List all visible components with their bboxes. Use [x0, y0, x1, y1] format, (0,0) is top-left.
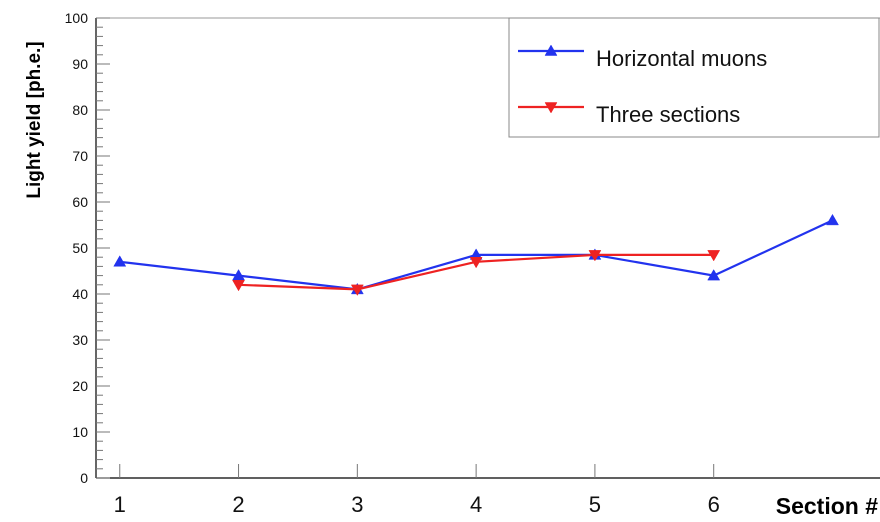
- y-tick-label: 70: [72, 148, 88, 164]
- legend-item: Horizontal muons: [518, 44, 767, 71]
- y-axis-title: Light yield [ph.e.]: [24, 41, 45, 198]
- y-tick-label: 30: [72, 332, 88, 348]
- data-point-triangle-down: [707, 250, 721, 262]
- data-point-triangle-down: [544, 102, 558, 114]
- y-tick-label: 20: [72, 378, 88, 394]
- data-point-triangle-up: [544, 44, 558, 56]
- y-tick-label: 50: [72, 240, 88, 256]
- x-tick-label: 2: [232, 492, 244, 517]
- series-2: [232, 250, 721, 296]
- y-tick-label: 0: [80, 470, 88, 486]
- legend-label: Horizontal muons: [596, 46, 767, 71]
- data-point-triangle-down: [350, 284, 364, 296]
- x-tick-label: 3: [351, 492, 363, 517]
- data-point-triangle-down: [469, 257, 483, 269]
- y-axis-ticks: 0 10 20 30 40 50 60 70 80 90 100: [65, 10, 110, 486]
- x-tick-label: 5: [589, 492, 601, 517]
- y-tick-label: 10: [72, 424, 88, 440]
- data-point-triangle-down: [232, 280, 245, 292]
- x-tick-label: 6: [708, 492, 720, 517]
- legend: Horizontal muons Three sections: [508, 17, 880, 138]
- y-tick-label: 90: [72, 56, 88, 72]
- y-tick-label: 40: [72, 286, 88, 302]
- legend-box: [508, 17, 880, 138]
- x-axis-title: Section #: [776, 493, 878, 519]
- legend-items: Horizontal muons Three sections: [518, 44, 767, 127]
- legend-label: Three sections: [596, 102, 740, 127]
- data-point-triangle-up: [826, 213, 839, 226]
- legend-item: Three sections: [518, 102, 740, 127]
- series-layer: [113, 213, 839, 296]
- y-tick-label: 100: [65, 10, 89, 26]
- y-tick-label: 60: [72, 194, 88, 210]
- x-tick-label: 1: [114, 492, 126, 517]
- series-1: [113, 213, 839, 295]
- x-axis-ticks: 1 2 3 4 5 6: [114, 464, 720, 517]
- data-point-triangle-up: [707, 269, 721, 281]
- data-point-triangle-up: [113, 255, 127, 267]
- data-point-triangle-down: [588, 250, 602, 262]
- y-tick-label: 80: [72, 102, 88, 118]
- x-tick-label: 4: [470, 492, 482, 517]
